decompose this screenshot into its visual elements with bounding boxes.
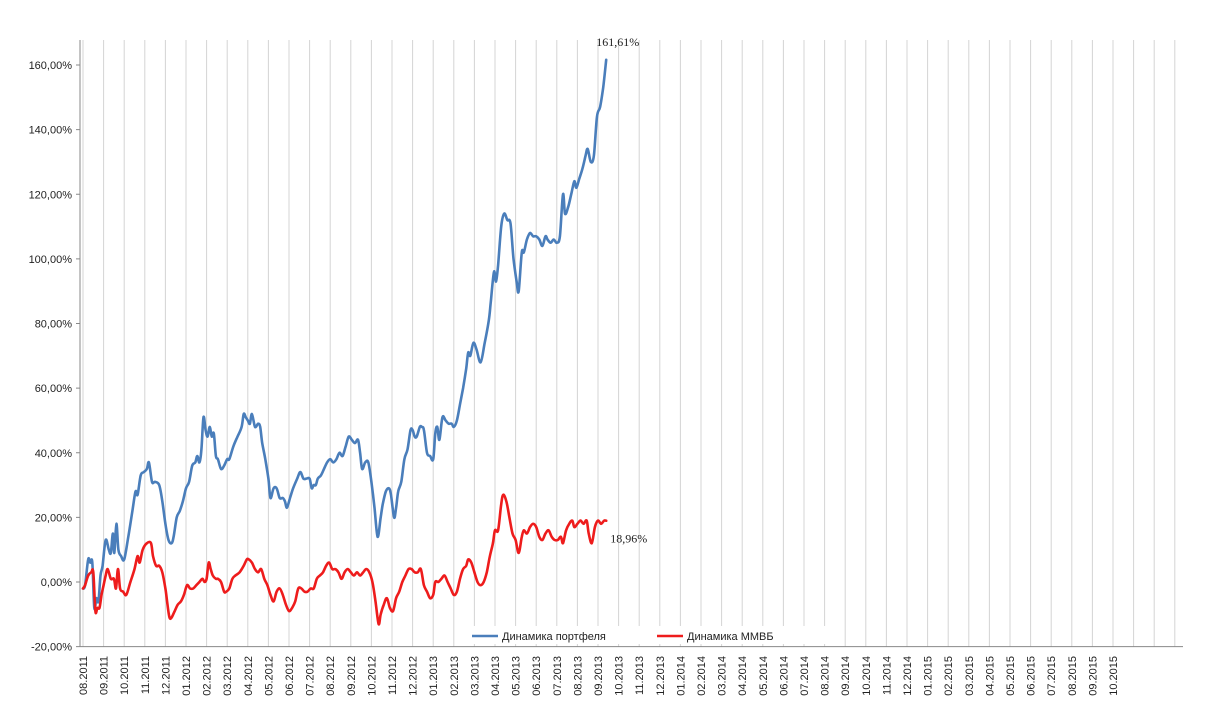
x-tick-label: 05.2014 <box>758 656 770 696</box>
x-tick-label: 10.2015 <box>1108 656 1120 696</box>
series-line-micex <box>81 493 608 626</box>
x-tick-label: 04.2015 <box>984 656 996 696</box>
x-tick-label: 12.2013 <box>655 656 667 696</box>
x-axis: 08.2011 09.2011 10.2011 11.2011 12.2011 01.20… <box>78 646 1183 696</box>
x-tick-label: 07.2014 <box>799 656 811 696</box>
end-label-portfolio: 161,61% <box>596 35 639 49</box>
y-tick-label: 100,00% <box>29 254 73 266</box>
x-tick-label: 09.2014 <box>840 656 852 696</box>
x-tick-label: 12.2014 <box>902 656 914 696</box>
x-tick-label: 10.2011 <box>119 656 131 695</box>
legend-background <box>462 626 832 644</box>
x-tick-label: 09.2011 <box>99 656 111 695</box>
x-tick-label: 07.2013 <box>552 656 564 696</box>
x-tick-label: 04.2013 <box>490 656 502 696</box>
x-tick-label: 06.2015 <box>1026 656 1038 696</box>
x-tick-label: 11.2013 <box>634 656 646 695</box>
x-tick-label: 10.2014 <box>861 656 873 696</box>
x-tick-label: 01.2013 <box>428 656 440 696</box>
y-tick-label: -20,00% <box>31 642 72 654</box>
x-tick-label: 11.2014 <box>881 656 893 695</box>
x-tick-label: 01.2012 <box>181 656 193 696</box>
x-tick-label: 10.2012 <box>366 656 378 696</box>
x-tick-label: 02.2013 <box>449 656 461 696</box>
x-tick-label: 06.2014 <box>778 656 790 696</box>
y-axis: -20,00% 0,00% 20,00% 40,00% 60,00% 80,00% 100,… <box>29 40 81 654</box>
legend-entry: Динамика ММВБ <box>687 631 774 643</box>
series-line-portfolio <box>81 58 608 611</box>
x-tick-label: 12.2012 <box>408 656 420 696</box>
x-tick-label: 02.2012 <box>202 656 214 696</box>
y-tick-label: 0,00% <box>41 577 72 589</box>
y-tick-label: 40,00% <box>35 448 73 460</box>
x-tick-label: 03.2013 <box>469 656 481 696</box>
x-tick-label: 02.2015 <box>943 656 955 696</box>
vertical-gridlines <box>82 40 1176 647</box>
x-tick-label: 09.2012 <box>346 656 358 696</box>
y-tick-label: 120,00% <box>29 189 73 201</box>
x-tick-label: 01.2015 <box>923 656 935 696</box>
y-tick-label: 160,00% <box>29 60 73 72</box>
x-tick-label: 04.2012 <box>243 656 255 696</box>
x-tick-label: 09.2015 <box>1087 656 1099 696</box>
y-tick-label: 20,00% <box>35 512 73 524</box>
x-tick-label: 08.2012 <box>325 656 337 696</box>
x-tick-label: 11.2012 <box>387 656 399 695</box>
x-tick-label: 01.2014 <box>675 656 687 696</box>
end-label-micex: 18,96% <box>610 532 647 546</box>
x-tick-label: 05.2015 <box>1005 656 1017 696</box>
legend: Динамика портфеля Динамика ММВБ <box>462 626 832 644</box>
x-tick-label: 08.2011 <box>78 656 90 695</box>
x-tick-label: 07.2015 <box>1046 656 1058 696</box>
x-tick-label: 03.2015 <box>964 656 976 696</box>
y-tick-label: 60,00% <box>35 383 73 395</box>
x-tick-label: 07.2012 <box>305 656 317 696</box>
series-lines <box>81 58 608 626</box>
x-tick-label: 03.2014 <box>717 656 729 696</box>
x-tick-label: 08.2015 <box>1067 656 1079 696</box>
x-tick-label: 09.2013 <box>593 656 605 696</box>
x-tick-label: 02.2014 <box>696 656 708 696</box>
x-tick-label: 12.2011 <box>160 656 172 695</box>
x-tick-label: 06.2013 <box>531 656 543 696</box>
x-tick-label: 05.2013 <box>511 656 523 696</box>
end-labels: 161,61% 18,96% <box>596 35 647 546</box>
legend-entry: Динамика портфеля <box>502 631 606 643</box>
x-tick-label: 08.2014 <box>820 656 832 696</box>
x-tick-label: 10.2013 <box>614 656 626 696</box>
x-tick-label: 03.2012 <box>222 656 234 696</box>
y-tick-label: 140,00% <box>29 125 73 137</box>
x-tick-label: 08.2013 <box>572 656 584 696</box>
x-tick-label: 04.2014 <box>737 656 749 696</box>
y-tick-label: 80,00% <box>35 319 73 331</box>
x-tick-label: 05.2012 <box>263 656 275 696</box>
x-tick-label: 06.2012 <box>284 656 296 696</box>
x-tick-label: 11.2011 <box>140 656 152 694</box>
